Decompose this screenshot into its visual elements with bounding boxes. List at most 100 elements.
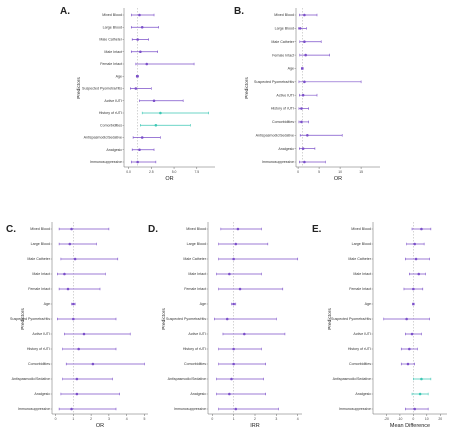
panel-5: E. -20 -10 0 10 20 Mean Difference Predictors Mi… <box>312 222 447 428</box>
estimate-point <box>417 272 421 276</box>
category-label: History of rUTI <box>27 347 50 351</box>
estimate-point <box>140 136 144 139</box>
estimate-point <box>413 242 417 246</box>
estimate-point <box>232 257 235 261</box>
estimate-point <box>405 317 408 321</box>
estimate-point <box>152 99 156 103</box>
x-tick-label: 2 <box>254 417 256 421</box>
category-label: Male Catheter <box>183 257 206 261</box>
x-tick-label: 5 <box>143 417 145 421</box>
estimate-point <box>159 111 162 115</box>
estimate-point <box>234 407 238 411</box>
estimate-point <box>82 332 86 336</box>
estimate-point <box>140 25 144 29</box>
category-label: Immunosuppressive <box>90 160 122 164</box>
category-label: Active IUTI <box>276 93 294 97</box>
estimate-point <box>406 362 410 366</box>
y-axis-title: Predictors <box>161 308 167 330</box>
estimate-point <box>303 13 306 17</box>
estimate-point <box>300 107 303 110</box>
estimate-point <box>412 287 415 291</box>
estimate-point <box>91 362 95 366</box>
category-label: Antispasmodic/Sedative <box>84 136 122 140</box>
category-label: Age <box>365 302 371 306</box>
category-label: Age <box>200 302 206 306</box>
x-axis-title: IRR <box>250 423 260 428</box>
category-label: Female Intact <box>184 287 206 291</box>
estimate-point <box>234 242 238 246</box>
category-label: Female Intact <box>349 287 371 291</box>
category-label: Age <box>116 74 122 78</box>
estimate-point <box>73 257 77 261</box>
y-axis-title: Predictors <box>20 308 26 330</box>
category-label: Age <box>44 302 50 306</box>
estimate-point <box>134 87 138 90</box>
y-axis-title: Predictors <box>244 77 250 99</box>
category-label: Active IUTI <box>32 332 50 336</box>
x-tick-label: 10 <box>425 417 429 421</box>
category-label: Immunosuppressive <box>174 407 206 411</box>
x-tick-label: 20 <box>438 417 442 421</box>
estimate-point <box>303 40 306 44</box>
x-tick-label: -10 <box>397 417 402 421</box>
category-label: Age <box>288 67 294 71</box>
estimate-point <box>300 120 303 124</box>
category-label: Large Blood <box>31 242 50 246</box>
category-label: Mixed Blood <box>351 227 371 231</box>
panel-letter: C. <box>6 224 16 235</box>
category-label: Analgesic <box>190 392 206 396</box>
category-label: Mixed Blood <box>30 227 50 231</box>
category-label: Suspected Pyometra/ritis <box>331 317 371 321</box>
estimate-point <box>306 133 309 137</box>
category-label: Male Catheter <box>99 38 122 42</box>
category-label: Analgesic <box>106 148 122 152</box>
category-label: Antispasmodic/Sedative <box>256 133 294 137</box>
category-label: Analgesic <box>34 392 50 396</box>
estimate-point <box>420 227 423 231</box>
category-label: Suspected Pyometra/ritis <box>166 317 206 321</box>
y-axis-title: Predictors <box>327 308 333 330</box>
panel-letter: A. <box>60 6 70 17</box>
category-label: Suspected Pyometra/ritis <box>254 80 294 84</box>
category-label: Male Catheter <box>348 257 371 261</box>
category-label: Antispasmodic/Sedative <box>12 377 50 381</box>
panel-3: C. 0 1 2 3 4 5 OR Predictors Mixed Blood Large Blo… <box>6 222 148 428</box>
category-label: Comorbidities <box>349 362 371 366</box>
x-tick-label: 5.0 <box>172 170 177 174</box>
panel-1: A. 0.0 2.5 5.0 7.5 OR Predictors Mixed Blood Lar… <box>60 6 215 182</box>
estimate-point <box>238 287 242 291</box>
category-label: Male Catheter <box>271 40 294 44</box>
category-label: Male Intact <box>104 50 122 54</box>
category-label: Comorbidities <box>28 362 50 366</box>
x-tick-label: 4 <box>126 417 128 421</box>
x-tick-label: 10 <box>338 170 342 174</box>
estimate-point <box>63 272 66 276</box>
x-tick-label: 2 <box>90 417 92 421</box>
category-label: Large Blood <box>352 242 371 246</box>
estimate-point <box>70 227 73 231</box>
estimate-point <box>154 123 158 127</box>
category-label: Comorbidities <box>100 123 122 127</box>
category-label: Analgesic <box>278 147 294 151</box>
estimate-point <box>301 93 305 97</box>
x-tick-label: 0 <box>211 417 213 421</box>
x-tick-label: 15 <box>359 170 363 174</box>
estimate-point <box>303 160 306 164</box>
estimate-point <box>70 407 73 411</box>
category-label: Antispasmodic/Sedative <box>333 377 371 381</box>
x-tick-label: 0.0 <box>126 170 131 174</box>
x-axis-title: OR <box>334 176 342 182</box>
estimate-point <box>303 80 306 84</box>
x-axis-title: Mean Difference <box>390 423 430 428</box>
y-axis-title: Predictors <box>76 77 82 99</box>
panel-letter: E. <box>312 224 322 235</box>
estimate-point <box>413 407 417 411</box>
x-tick-label: 1 <box>233 417 235 421</box>
category-label: Analgesic <box>355 392 371 396</box>
estimate-point <box>304 53 307 57</box>
estimate-point <box>72 302 75 306</box>
category-label: Immunosuppressive <box>262 160 294 164</box>
estimate-point <box>232 362 235 366</box>
estimate-point <box>232 347 235 351</box>
